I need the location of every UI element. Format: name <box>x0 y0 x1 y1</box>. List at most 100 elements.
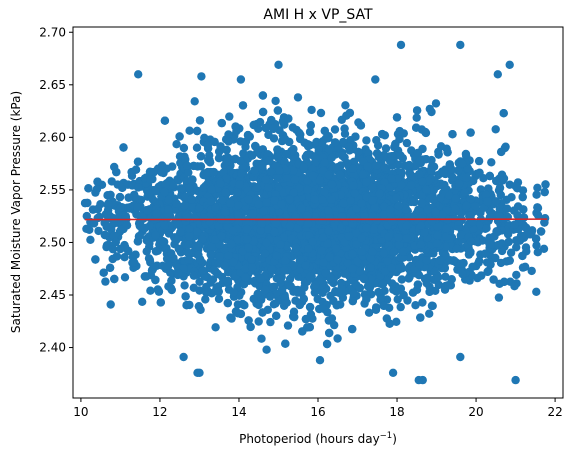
data-point <box>434 150 443 159</box>
data-point <box>496 258 506 268</box>
data-point <box>532 287 541 296</box>
data-point <box>156 298 165 307</box>
data-point <box>412 113 421 122</box>
data-point <box>468 262 477 271</box>
data-point <box>224 130 233 139</box>
data-point <box>305 127 315 137</box>
data-point <box>421 128 431 138</box>
data-point <box>340 129 350 138</box>
data-point <box>301 314 311 324</box>
data-point <box>362 136 371 145</box>
data-point <box>399 290 408 300</box>
data-point <box>536 227 546 236</box>
data-point <box>231 154 240 164</box>
data-point <box>254 317 263 326</box>
data-point <box>281 339 290 348</box>
data-point <box>203 167 212 177</box>
data-point <box>133 157 143 166</box>
data-point <box>341 101 350 110</box>
data-point <box>504 237 513 247</box>
data-point <box>467 271 476 280</box>
data-point <box>412 106 422 115</box>
data-point <box>441 272 450 281</box>
data-point <box>362 294 371 304</box>
data-point <box>151 247 161 256</box>
data-point <box>94 226 103 236</box>
data-point <box>173 175 182 184</box>
data-point <box>192 126 202 136</box>
data-point <box>491 197 501 206</box>
data-point <box>104 199 113 208</box>
data-point <box>541 180 550 189</box>
data-point <box>393 264 402 273</box>
data-point <box>540 218 549 227</box>
data-point <box>266 317 275 327</box>
data-point <box>333 334 342 343</box>
data-point <box>106 300 115 309</box>
data-point <box>133 183 143 192</box>
data-point <box>82 224 91 233</box>
data-point <box>92 184 102 194</box>
data-point <box>101 277 110 286</box>
data-point <box>512 243 521 252</box>
data-point <box>422 278 431 288</box>
data-point <box>120 253 129 262</box>
data-point <box>431 99 441 108</box>
data-point <box>142 247 151 256</box>
data-point <box>305 302 315 312</box>
data-point <box>129 258 139 267</box>
data-point <box>392 317 401 326</box>
data-point <box>283 321 293 330</box>
data-point <box>145 167 155 176</box>
data-point <box>233 300 243 309</box>
data-point <box>491 125 500 134</box>
data-point <box>371 305 381 314</box>
data-point <box>495 204 505 214</box>
data-point <box>257 334 266 343</box>
data-point <box>272 311 281 320</box>
data-point <box>337 115 346 125</box>
data-point <box>307 105 316 115</box>
data-point <box>282 150 291 159</box>
data-point <box>167 276 176 285</box>
data-point <box>206 250 215 259</box>
data-point <box>411 301 420 310</box>
data-point <box>89 219 99 228</box>
data-point <box>110 274 119 284</box>
data-point <box>461 149 471 159</box>
data-point <box>185 224 194 234</box>
data-point <box>533 211 543 220</box>
data-point <box>339 137 348 147</box>
data-points <box>80 40 550 385</box>
data-point <box>318 288 327 297</box>
data-point <box>518 251 527 261</box>
data-point <box>190 97 199 106</box>
data-point <box>481 249 490 258</box>
data-point <box>200 133 209 142</box>
data-point <box>466 195 475 204</box>
data-point <box>195 277 204 286</box>
data-point <box>448 130 457 139</box>
data-point <box>505 256 514 265</box>
data-point <box>487 158 496 167</box>
data-point <box>494 293 504 302</box>
data-point <box>527 266 536 276</box>
data-point <box>445 191 454 200</box>
data-point <box>475 256 484 265</box>
data-point <box>293 93 303 102</box>
data-point <box>474 156 484 166</box>
data-point <box>280 135 290 144</box>
data-point <box>225 112 234 121</box>
data-point <box>509 206 519 215</box>
data-point <box>277 285 287 294</box>
data-point <box>231 122 240 131</box>
data-point <box>271 96 280 106</box>
data-point <box>146 286 155 295</box>
data-point <box>512 270 521 280</box>
data-point <box>477 271 486 280</box>
data-point <box>484 184 493 193</box>
data-point <box>402 138 412 148</box>
data-point <box>379 301 388 310</box>
data-point <box>506 248 516 257</box>
